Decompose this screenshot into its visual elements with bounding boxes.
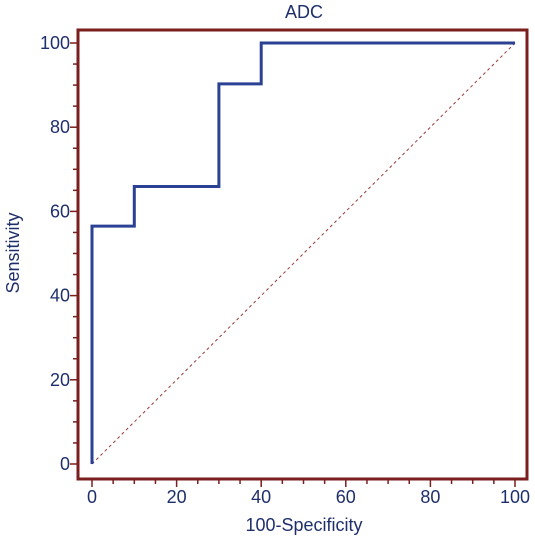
x-tick-label: 20: [167, 487, 187, 507]
x-axis-ticks: 0 20 40 60 80 100: [87, 479, 530, 507]
roc-curve-line: [90, 41, 515, 464]
y-axis-label: Sensitivity: [3, 212, 23, 293]
curve-layer: [90, 41, 515, 464]
reference-diagonal-line: [91, 42, 516, 465]
y-tick-label: 100: [40, 33, 70, 53]
y-tick-label: 40: [50, 286, 70, 306]
y-tick-label: 20: [50, 370, 70, 390]
reference-layer: [91, 42, 516, 465]
x-tick-label: 60: [336, 487, 356, 507]
x-tick-label: 0: [87, 487, 97, 507]
y-tick-label: 0: [60, 454, 70, 474]
x-tick-label: 40: [251, 487, 271, 507]
y-tick-label: 60: [50, 201, 70, 221]
x-axis-label: 100-Specificity: [245, 515, 362, 535]
x-tick-label: 100: [500, 487, 530, 507]
x-tick-label: 80: [420, 487, 440, 507]
plot-frame: [76, 28, 529, 481]
y-tick-label: 80: [50, 117, 70, 137]
y-axis-ticks: 0 20 40 60 80 100: [40, 33, 78, 474]
chart-title: ADC: [285, 2, 323, 22]
